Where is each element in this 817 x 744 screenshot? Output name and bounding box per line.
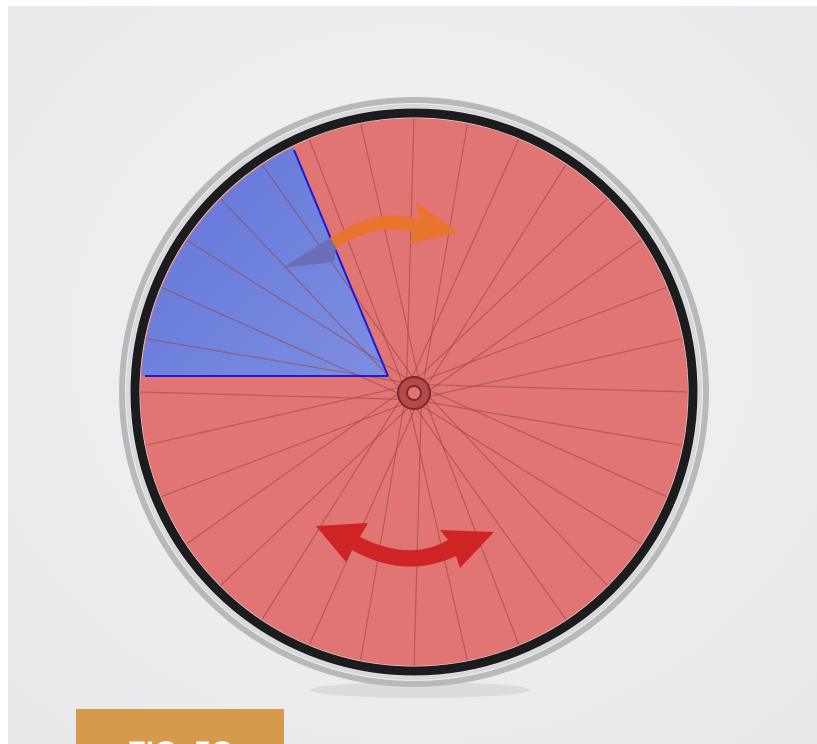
hub-center xyxy=(407,386,421,400)
caption: FIG. 5C xyxy=(127,736,232,744)
figure: FIG. 5C xyxy=(0,0,817,744)
